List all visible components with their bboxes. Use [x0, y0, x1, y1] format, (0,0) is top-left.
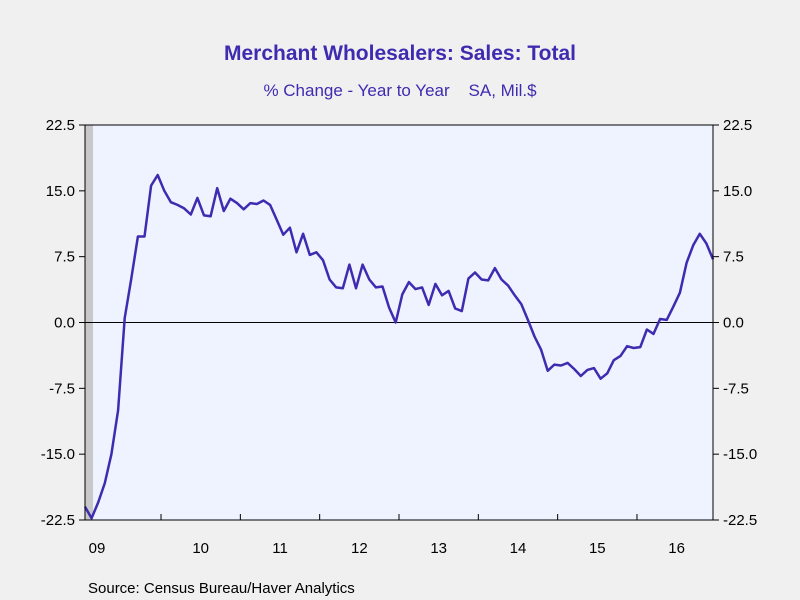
x-tick-label: 16: [668, 540, 685, 557]
x-tick-label: 11: [272, 540, 288, 557]
x-tick-label: 09: [89, 540, 106, 557]
chart-title: Merchant Wholesalers: Sales: Total: [224, 42, 576, 65]
y-tick-label-right: -15.0: [723, 446, 757, 463]
x-tick-label: 15: [589, 540, 606, 557]
y-tick-label-left: -15.0: [41, 446, 75, 463]
plot-frame: [84, 124, 714, 521]
x-tick-label: 10: [192, 540, 209, 557]
y-tick-label-right: -22.5: [723, 512, 757, 529]
y-tick-label-left: 22.5: [46, 117, 75, 134]
y-tick-label-left: 0.0: [54, 315, 75, 332]
right-y-axis: 22.5 15.0 7.5 0.0 -7.5 -15.0 -22.5: [713, 117, 757, 529]
y-tick-label-right: 0.0: [723, 315, 744, 332]
x-tick-label: 13: [430, 540, 447, 557]
y-tick-label-left: 7.5: [54, 249, 75, 266]
series-line: [83, 173, 715, 520]
y-tick-label-right: 22.5: [723, 117, 752, 134]
y-tick-label-right: 7.5: [723, 249, 744, 266]
chart-subtitle: % Change - Year to Year SA, Mil.$: [263, 81, 537, 100]
y-tick-label-right: -7.5: [723, 380, 749, 397]
series-points: [84, 175, 714, 519]
source-note: Source: Census Bureau/Haver Analytics: [88, 580, 355, 597]
x-tick-label: 12: [351, 540, 368, 557]
x-tick-label: 14: [510, 540, 527, 557]
y-tick-label-right: 15.0: [723, 183, 752, 200]
y-tick-label-left: -7.5: [49, 380, 75, 397]
y-tick-label-left: 15.0: [46, 183, 75, 200]
left-y-axis: 22.5 15.0 7.5 0.0 -7.5 -15.0 -22.5: [41, 117, 85, 529]
y-tick-label-left: -22.5: [41, 512, 75, 529]
x-axis: 09 10 11 12 13 14 15 16: [89, 514, 685, 557]
